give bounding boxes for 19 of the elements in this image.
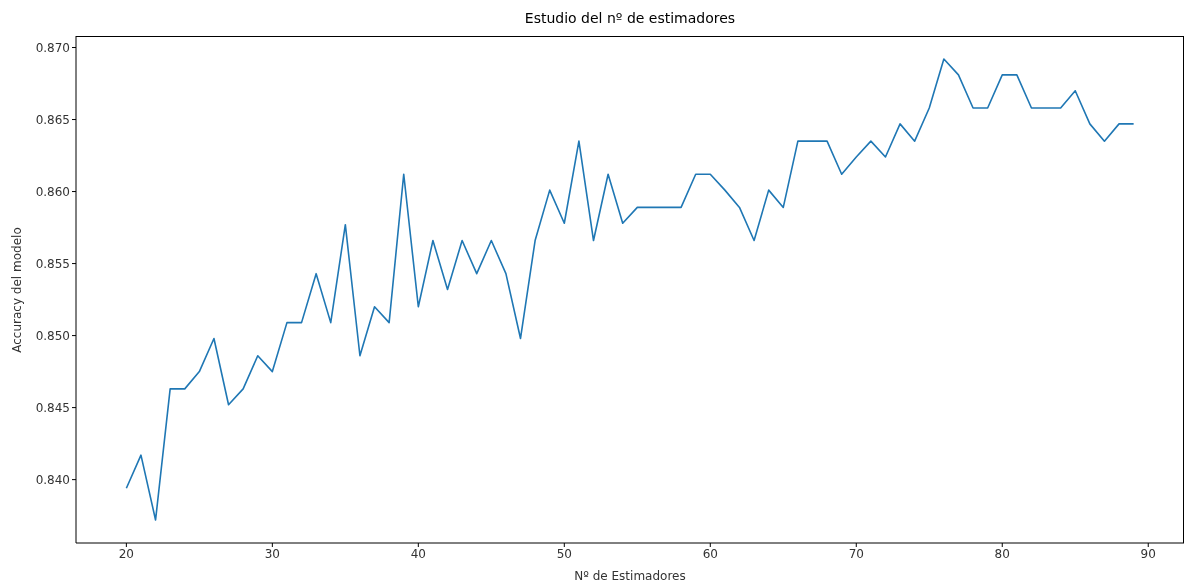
x-axis-title: Nº de Estimadores [573,569,687,583]
y-tick-label: 0.855 [35,256,70,271]
line-series [125,58,1135,521]
x-tick-label: 50 [556,546,572,561]
x-tick-label: 90 [1140,546,1156,561]
y-tick-label: 0.845 [35,400,70,415]
y-tick-label: 0.870 [35,40,70,55]
x-tick-label: 30 [264,546,280,561]
y-tick-label: 0.840 [35,472,70,487]
x-tick-label: 70 [848,546,864,561]
x-tick-label: 20 [118,546,134,561]
y-axis-title: Accuracy del modelo [10,226,24,353]
x-tick-label: 40 [410,546,426,561]
chart-title: Estudio del nº de estimadores [523,10,737,26]
y-tick-label: 0.860 [35,184,70,199]
y-tick-label: 0.850 [35,328,70,343]
x-tick-label: 80 [994,546,1010,561]
y-tick-label: 0.865 [35,112,70,127]
x-tick-label: 60 [702,546,718,561]
